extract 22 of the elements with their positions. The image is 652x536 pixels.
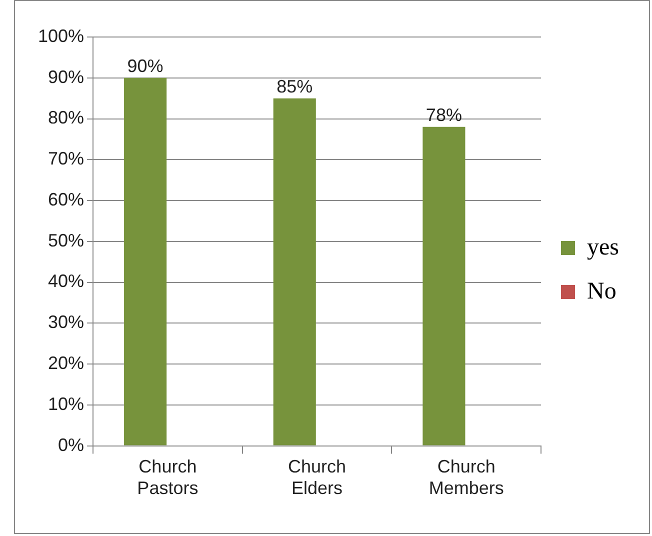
x-tick-label: Church Elders xyxy=(288,456,346,498)
x-tick-label: Church Members xyxy=(428,456,504,498)
y-tick-label: 80% xyxy=(48,108,84,128)
y-tick-label: 50% xyxy=(48,230,84,250)
y-tick-label: 100% xyxy=(38,26,84,46)
legend-label: yes xyxy=(587,234,620,260)
bar xyxy=(273,98,316,446)
bar xyxy=(124,78,167,446)
y-tick-label: 10% xyxy=(48,394,84,414)
x-tick-label: Church Pastors xyxy=(137,456,198,498)
data-label: 78% xyxy=(426,104,462,125)
y-tick-label: 30% xyxy=(48,312,84,332)
data-label: 85% xyxy=(276,76,313,96)
y-tick-label: 90% xyxy=(48,66,84,87)
y-tick-label: 20% xyxy=(48,353,84,374)
legend-label: No xyxy=(587,278,616,304)
y-tick-label: 70% xyxy=(48,148,84,169)
bar xyxy=(422,126,466,446)
y-tick-label: 0% xyxy=(58,434,84,455)
data-label: 90% xyxy=(127,56,164,76)
y-tick-label: 60% xyxy=(48,189,84,210)
y-tick-label: 40% xyxy=(48,271,84,292)
